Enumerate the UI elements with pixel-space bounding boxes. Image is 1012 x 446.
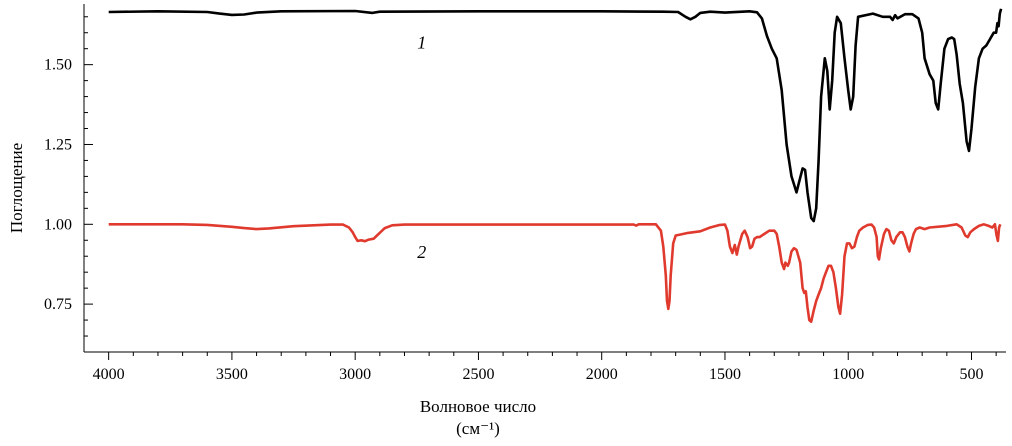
x-tick-label: 1000: [832, 366, 864, 383]
x-axis-unit: (см⁻¹): [456, 419, 500, 438]
x-axis-title: Волновое число: [420, 397, 536, 416]
series-line-1: [108, 8, 1003, 223]
x-tick-label: 3500: [216, 366, 248, 383]
series-layer: 12: [108, 8, 1003, 323]
x-tick-label: 2500: [462, 366, 494, 383]
x-tick-label: 4000: [93, 366, 125, 383]
y-tick-label: 1.00: [44, 216, 72, 233]
y-tick-label: 1.25: [44, 136, 72, 153]
series-label-1: 1: [417, 33, 426, 53]
x-tick-label: 1500: [709, 366, 741, 383]
x-tick-label: 2000: [586, 366, 618, 383]
y-axis-title: Поглощение: [7, 143, 26, 233]
y-tick-label: 0.75: [44, 296, 72, 313]
y-tick-label: 1.50: [44, 57, 72, 74]
x-tick-label: 3000: [339, 366, 371, 383]
x-tick-label: 500: [959, 366, 983, 383]
series-label-2: 2: [417, 242, 426, 262]
labels: Поглощение Волновое число (см⁻¹): [7, 143, 536, 438]
series-line-2: [108, 223, 1002, 323]
